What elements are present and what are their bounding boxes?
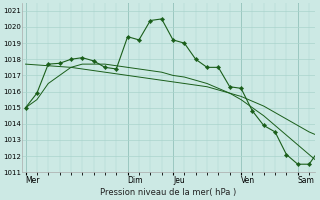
- X-axis label: Pression niveau de la mer( hPa ): Pression niveau de la mer( hPa ): [100, 188, 236, 197]
